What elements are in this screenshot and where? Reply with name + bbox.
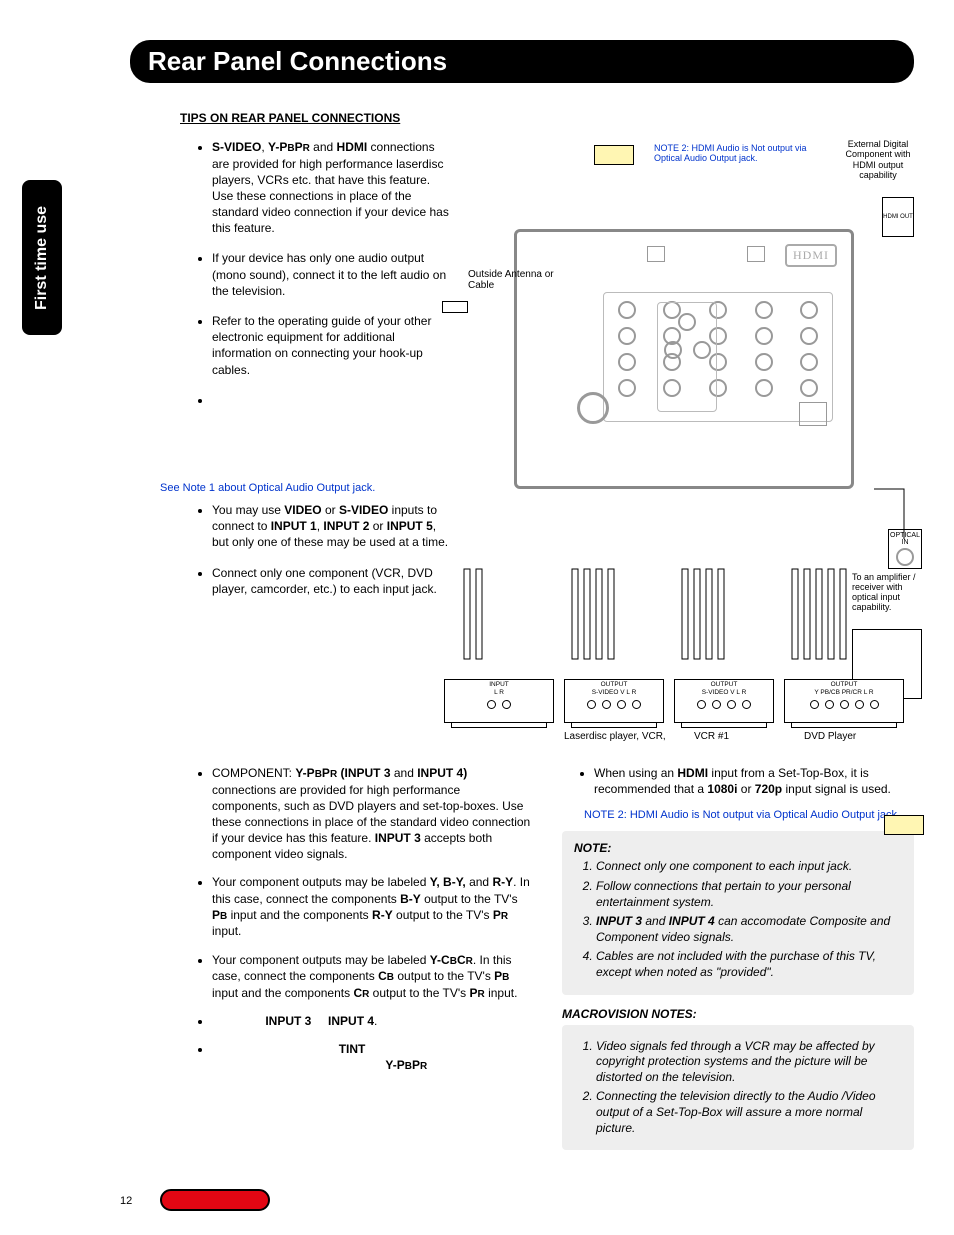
- device-caption: Laserdisc player, VCR,: [564, 731, 666, 742]
- device-header: OUTPUT: [785, 681, 903, 688]
- note-box-list: Connect only one component to each input…: [574, 859, 902, 980]
- note-box: NOTE: Connect only one component to each…: [562, 831, 914, 994]
- tip-item: Refer to the operating guide of your oth…: [212, 313, 450, 378]
- warning-icon: [647, 246, 665, 262]
- device-caption: DVD Player: [804, 731, 856, 742]
- section-side-tab: First time use: [22, 180, 62, 335]
- device-jack-labels: Y PB/CB PR/CR L R: [785, 689, 903, 696]
- note2-inline: NOTE 2: HDMI Audio is Not output via Opt…: [584, 809, 914, 821]
- macrovision-list: Video signals fed through a VCR may be a…: [574, 1039, 902, 1137]
- tips-heading: Tips on Rear Panel Connections: [180, 111, 914, 125]
- cable-stubs: [444, 539, 914, 679]
- note-item: Connect only one component to each input…: [596, 859, 902, 875]
- tips-wide-list: COMPONENT: Y-PBPR (INPUT 3 and INPUT 4) …: [180, 765, 532, 1074]
- hdmi-out-label: HDMI OUT: [883, 214, 913, 220]
- red-lozenge-icon: [160, 1189, 270, 1211]
- rear-panel-diagram: NOTE 2: HDMI Audio is Not output via Opt…: [474, 139, 914, 759]
- tip-item: When using an HDMI input from a Set-Top-…: [594, 765, 914, 797]
- tip-item: Your component outputs may be labeled Y,…: [212, 874, 532, 939]
- note-item: INPUT 3 and INPUT 4 can accomodate Compo…: [596, 914, 902, 945]
- hdmi-logo: HDMI: [785, 244, 837, 267]
- coax-jack: [577, 392, 609, 424]
- tip-item: Connect only one component (VCR, DVD pla…: [212, 565, 450, 597]
- device-dvd: OUTPUT Y PB/CB PR/CR L R: [784, 679, 904, 723]
- device-jack-labels: L R: [445, 689, 553, 696]
- hdmi-out-port: HDMI OUT: [882, 197, 914, 237]
- macrovision-box: Video signals fed through a VCR may be a…: [562, 1025, 914, 1151]
- tips-list-2: You may use VIDEO or S-VIDEO inputs to c…: [180, 502, 450, 597]
- note1-link: See Note 1 about Optical Audio Output ja…: [160, 482, 450, 494]
- yellow-chip: [884, 815, 924, 835]
- note-item: Cables are not included with the purchas…: [596, 949, 902, 980]
- note-item: Follow connections that pertain to your …: [596, 879, 902, 910]
- right-bullet-list: When using an HDMI input from a Set-Top-…: [562, 765, 914, 797]
- tips-list-1: S-VIDEO, Y-PBPR and HDMI connections are…: [180, 139, 450, 408]
- device-stereo: INPUT L R: [444, 679, 554, 723]
- device-header: OUTPUT: [675, 681, 773, 688]
- note2-top: NOTE 2: HDMI Audio is Not output via Opt…: [654, 143, 824, 163]
- lower-columns: COMPONENT: Y-PBPR (INPUT 3 and INPUT 4) …: [180, 765, 914, 1150]
- antenna-label: Outside Antenna or Cable: [468, 269, 558, 291]
- lower-right-column: When using an HDMI input from a Set-Top-…: [562, 765, 914, 1150]
- optical-port: [799, 402, 827, 426]
- macro-item: Connecting the television directly to th…: [596, 1089, 902, 1136]
- macro-item: Video signals fed through a VCR may be a…: [596, 1039, 902, 1086]
- lower-left-column: COMPONENT: Y-PBPR (INPUT 3 and INPUT 4) …: [180, 765, 532, 1150]
- note-box-title: NOTE:: [574, 841, 611, 855]
- tip-item: Your component outputs may be labeled Y-…: [212, 952, 532, 1002]
- device-jack-labels: S-VIDEO V L R: [565, 689, 663, 696]
- side-tab-label: First time use: [33, 205, 51, 309]
- device-caption: VCR #1: [694, 731, 729, 742]
- external-component-label: External Digital Component with HDMI out…: [842, 139, 914, 180]
- tip-item: INPUT 3 INPUT 4.: [212, 1013, 532, 1029]
- page-title: Rear Panel Connections: [148, 46, 447, 76]
- jack-subgrid: [657, 302, 717, 412]
- tip-item: S-VIDEO, Y-PBPR and HDMI connections are…: [212, 139, 450, 236]
- yellow-chip: [594, 145, 634, 165]
- tip-item: [212, 392, 450, 408]
- device-header: OUTPUT: [565, 681, 663, 688]
- tip-item: If your device has only one audio output…: [212, 250, 450, 299]
- device-vcr: OUTPUT S-VIDEO V L R: [674, 679, 774, 723]
- macrovision-heading: MACROVISION NOTES:: [562, 1007, 914, 1021]
- device-laserdisc: OUTPUT S-VIDEO V L R: [564, 679, 664, 723]
- tip-item: You may use VIDEO or S-VIDEO inputs to c…: [212, 502, 450, 551]
- page-content: Tips on Rear Panel Connections S-VIDEO, …: [180, 111, 914, 1150]
- warning-icon: [747, 246, 765, 262]
- tip-item: COMPONENT: Y-PBPR (INPUT 3 and INPUT 4) …: [212, 765, 532, 862]
- tv-rear-panel: HDMI: [514, 229, 854, 489]
- page-number: 12: [120, 1195, 132, 1207]
- device-jack-labels: S-VIDEO V L R: [675, 689, 773, 696]
- page-title-bar: Rear Panel Connections: [130, 40, 914, 83]
- left-column: S-VIDEO, Y-PBPR and HDMI connections are…: [180, 139, 450, 759]
- upper-columns: S-VIDEO, Y-PBPR and HDMI connections are…: [180, 139, 914, 759]
- device-header: INPUT: [445, 681, 553, 688]
- antenna-connector-icon: [442, 301, 468, 313]
- tip-item: TINT Y-PBPR: [212, 1041, 532, 1074]
